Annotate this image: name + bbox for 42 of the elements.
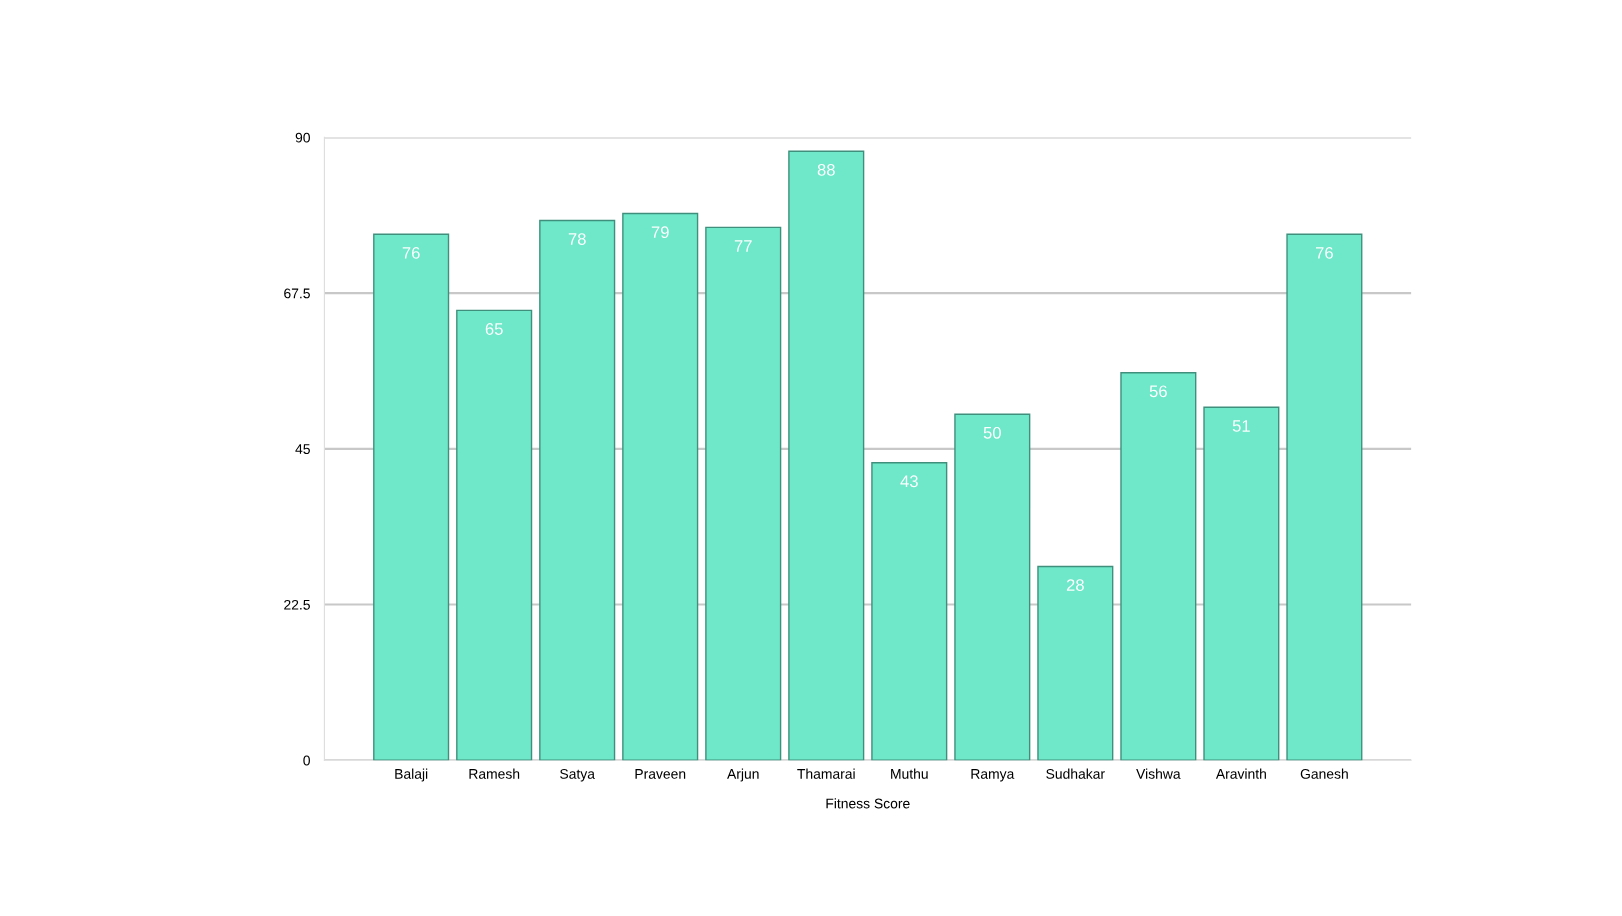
x-tick-label: Praveen <box>635 769 686 779</box>
x-tick-label: Ganesh <box>1300 768 1348 779</box>
data-label: 78 <box>568 233 586 245</box>
bar <box>373 233 450 761</box>
bar <box>705 226 782 761</box>
x-tick-label: Arjun <box>727 768 759 782</box>
x-tick-label: Thamarai <box>797 768 855 779</box>
y-tick-label: 45 <box>295 444 310 455</box>
data-label: 65 <box>485 323 503 335</box>
x-tick-label: Balaji <box>395 768 428 782</box>
x-tick-label: Aravinth <box>1215 768 1266 779</box>
data-label: 51 <box>1232 420 1250 432</box>
x-tick-label: Ramya <box>971 769 1015 782</box>
bar <box>954 413 1031 761</box>
bar <box>456 309 533 761</box>
x-tick-label: Ramesh <box>469 768 520 779</box>
data-label: 50 <box>983 426 1001 439</box>
y-tick-label: 90 <box>295 132 310 143</box>
bar <box>871 461 948 761</box>
bar <box>1037 565 1114 761</box>
data-label: 79 <box>651 226 669 239</box>
x-tick-label: Muthu <box>891 768 928 779</box>
x-axis-title: Fitness Score <box>826 798 910 809</box>
x-tick-label: Sudhakar <box>1046 768 1105 779</box>
data-label: 76 <box>1315 246 1333 259</box>
bar <box>1286 233 1363 761</box>
y-tick-label: 22.5 <box>284 599 310 610</box>
data-label: 43 <box>900 475 918 488</box>
data-label: 77 <box>734 240 752 252</box>
x-tick-label: Vishwa <box>1136 768 1181 779</box>
data-label: 28 <box>1066 579 1084 591</box>
y-tick-label: 67.5 <box>284 288 310 299</box>
data-label: 56 <box>1149 385 1167 398</box>
bar <box>1120 372 1197 761</box>
x-tick-label: Satya <box>560 768 595 782</box>
bar <box>622 212 699 761</box>
bar <box>788 150 865 761</box>
bar <box>1203 406 1280 761</box>
data-label: 88 <box>817 163 835 176</box>
y-tick-label: 0 <box>303 755 310 766</box>
bar <box>539 219 616 761</box>
data-label: 76 <box>402 246 420 259</box>
